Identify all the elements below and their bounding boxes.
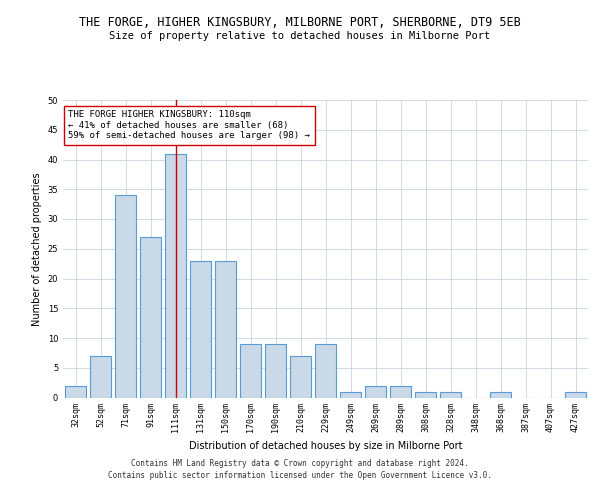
Bar	[265, 344, 286, 398]
Text: THE FORGE, HIGHER KINGSBURY, MILBORNE PORT, SHERBORNE, DT9 5EB: THE FORGE, HIGHER KINGSBURY, MILBORNE PO…	[79, 16, 521, 29]
Bar	[490, 392, 511, 398]
Bar	[390, 386, 411, 398]
Text: THE FORGE HIGHER KINGSBURY: 110sqm
← 41% of detached houses are smaller (68)
59%: THE FORGE HIGHER KINGSBURY: 110sqm ← 41%…	[68, 110, 310, 140]
Bar	[315, 344, 336, 398]
Bar	[65, 386, 86, 398]
Text: Contains HM Land Registry data © Crown copyright and database right 2024.: Contains HM Land Registry data © Crown c…	[131, 460, 469, 468]
Bar	[340, 392, 361, 398]
X-axis label: Distribution of detached houses by size in Milborne Port: Distribution of detached houses by size …	[189, 440, 462, 450]
Bar	[240, 344, 261, 398]
Bar	[290, 356, 311, 398]
Bar	[165, 154, 186, 398]
Text: Contains public sector information licensed under the Open Government Licence v3: Contains public sector information licen…	[108, 472, 492, 480]
Bar	[190, 260, 211, 398]
Bar	[365, 386, 386, 398]
Bar	[440, 392, 461, 398]
Bar	[415, 392, 436, 398]
Text: Size of property relative to detached houses in Milborne Port: Size of property relative to detached ho…	[109, 31, 491, 41]
Bar	[90, 356, 111, 398]
Bar	[565, 392, 586, 398]
Bar	[115, 195, 136, 398]
Bar	[140, 237, 161, 398]
Bar	[215, 260, 236, 398]
Y-axis label: Number of detached properties: Number of detached properties	[32, 172, 42, 326]
